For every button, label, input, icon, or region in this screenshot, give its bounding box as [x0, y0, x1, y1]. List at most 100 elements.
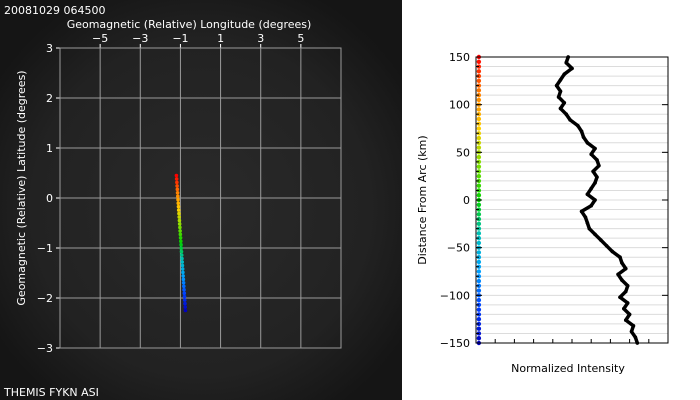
map-x-tick-label: −5 [92, 32, 108, 45]
intensity-point [558, 78, 563, 82]
arc-track [174, 173, 188, 313]
arc-track-point [179, 242, 183, 247]
arc-track-point [181, 270, 185, 275]
intensity-point [591, 169, 595, 174]
profile-y-tick-label: −50 [447, 242, 470, 255]
intensity-point [599, 238, 603, 242]
profile-grid [476, 56, 668, 344]
map-x-tick-label: −3 [132, 32, 148, 45]
profile-y-tick-label: −100 [440, 289, 470, 302]
colorbar-point [476, 221, 482, 227]
arc-track-point [179, 239, 183, 244]
intensity-trace [554, 55, 640, 345]
colorbar-point [476, 78, 482, 84]
colorbar-point [476, 193, 482, 198]
arc-track-point [177, 218, 182, 223]
colorbar-point [476, 88, 482, 93]
intensity-point [616, 272, 620, 277]
map-tick-labels: −5 −3 −1 1 3 5 −3 −2 −1 0 1 2 3 [37, 32, 305, 355]
arc-track-point [178, 225, 182, 230]
colorbar-point [476, 173, 482, 179]
arc-track-point [175, 184, 179, 188]
intensity-point [556, 95, 561, 99]
map-x-tick-label: 5 [297, 32, 304, 45]
arc-track-point [177, 215, 181, 219]
intensity-point [593, 181, 597, 185]
intensity-point [558, 106, 563, 111]
colorbar-point [476, 59, 482, 64]
intensity-point [595, 158, 599, 162]
map-y-axis-label: Geomagnetic (Relative) Latitude (degrees… [15, 70, 28, 305]
intensity-point [631, 324, 636, 328]
intensity-point [627, 312, 632, 317]
intensity-point [595, 175, 599, 179]
arc-track-point [179, 249, 184, 254]
colorbar-point [476, 288, 482, 293]
colorbar-point [476, 316, 482, 322]
intensity-point [604, 243, 609, 248]
intensity-point [629, 329, 634, 334]
intensity-point [562, 100, 567, 105]
intensity-point [620, 278, 624, 282]
intensity-point [593, 146, 597, 151]
intensity-point [593, 198, 597, 202]
intensity-point [625, 301, 630, 305]
colorbar-point [476, 307, 482, 312]
intensity-point [564, 60, 569, 65]
arc-track-point [178, 229, 182, 233]
arc-track-point [182, 298, 187, 302]
arc-track-point [182, 287, 186, 292]
intensity-point [585, 221, 590, 225]
colorbar-point [476, 145, 482, 150]
colorbar-point [476, 135, 482, 141]
colorbar-point [476, 259, 482, 265]
footer-label: THEMIS FYKN ASI [3, 386, 99, 399]
colorbar-point [476, 183, 482, 188]
colorbar-point [476, 116, 482, 122]
colorbar-point [476, 231, 482, 236]
profile-y-tick-label: 150 [449, 51, 470, 64]
colorbar-point [476, 326, 482, 331]
intensity-point [623, 289, 628, 294]
colorbar-point [476, 269, 482, 274]
colorbar-point [476, 107, 482, 112]
intensity-point [618, 295, 622, 300]
map-y-tick-label: 1 [46, 142, 53, 155]
intensity-point [587, 226, 592, 231]
intensity-point [625, 284, 630, 288]
all-sky-map-panel: 20081029 064500 Geomagnetic (Relative) L… [0, 0, 402, 400]
intensity-point [579, 209, 584, 214]
map-plot-frame [59, 47, 342, 349]
arc-track-point [175, 187, 180, 192]
colorbar-point [476, 278, 482, 284]
intensity-point [585, 141, 590, 145]
arc-track-point [176, 194, 180, 199]
arc-track-point [176, 208, 181, 212]
profile-y-tick-label: 50 [456, 146, 470, 159]
intensity-point [568, 118, 572, 122]
arc-track-point [182, 284, 186, 289]
map-y-tick-label: −1 [37, 242, 53, 255]
intensity-point [623, 266, 628, 271]
intensity-profile-panel: −150 −100 −50 0 50 100 150 Distance From Arc (… [402, 0, 700, 400]
intensity-point [570, 66, 574, 71]
intensity-point [589, 203, 593, 208]
intensity-point [564, 112, 569, 116]
profile-y-tick-label: 100 [449, 99, 470, 112]
intensity-point [579, 129, 584, 134]
arc-track-point [181, 274, 185, 278]
map-x-tick-label: 3 [257, 32, 264, 45]
arc-track-point [180, 263, 185, 268]
intensity-point [633, 335, 638, 340]
intensity-point [610, 249, 615, 254]
arc-track-point [174, 173, 179, 178]
sky-background [0, 0, 402, 400]
arc-track-point [177, 222, 182, 226]
colorbar-point [476, 97, 482, 103]
intensity-point [597, 163, 601, 168]
arc-track-point [176, 201, 181, 205]
intensity-point [618, 255, 622, 259]
colorbar-point [476, 69, 482, 74]
arc-track-point [178, 236, 183, 240]
